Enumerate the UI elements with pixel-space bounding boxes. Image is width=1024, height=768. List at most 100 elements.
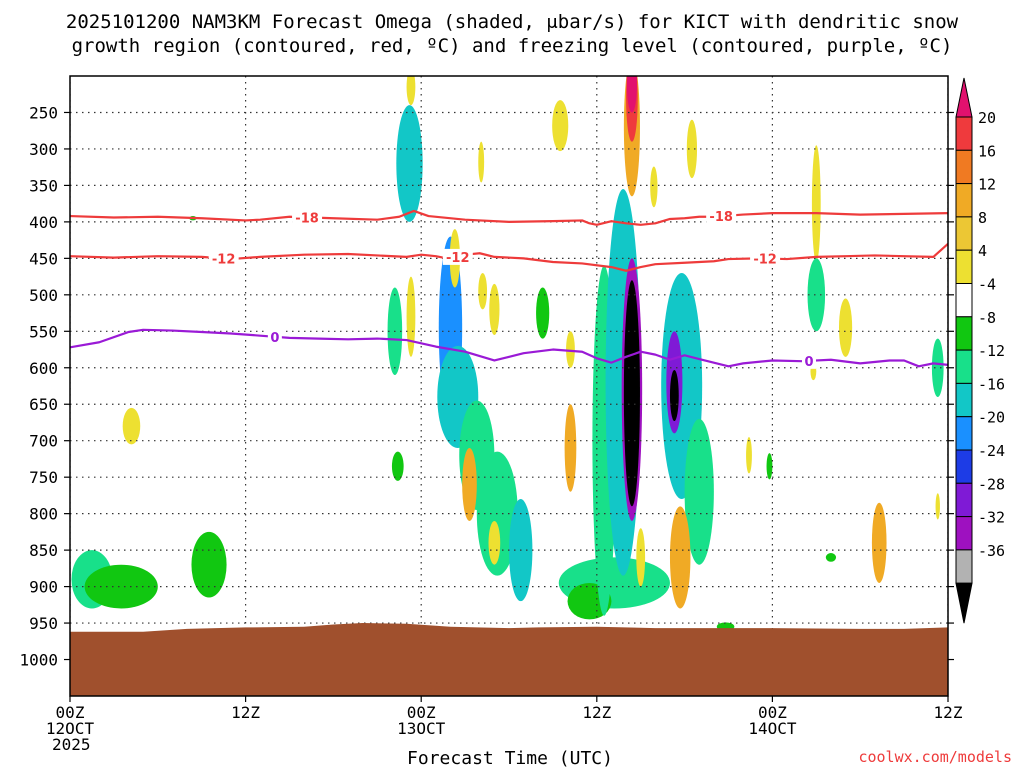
colorbar-segment-1	[955, 116, 973, 151]
x-axis-label: Forecast Time (UTC)	[407, 748, 613, 768]
omega-cell-21	[536, 287, 550, 339]
x-tick-label-0-3: 2025	[52, 735, 91, 754]
x-tick-label-12-1: 12Z	[231, 703, 260, 722]
x-tick-label-24-1: 00Z	[407, 703, 436, 722]
colorbar-label-5: -4	[978, 276, 996, 294]
colorbar-label-6: -8	[978, 309, 996, 327]
colorbar-segment-10	[955, 416, 973, 451]
omega-cell-8	[391, 451, 404, 481]
plot-frame	[69, 75, 949, 697]
omega-cell-49	[825, 553, 837, 562]
y-tick-label-600: 600	[29, 359, 58, 378]
omega-cell-18	[478, 272, 488, 310]
colorbar-segment-7	[955, 316, 973, 351]
y-tick-label-650: 650	[29, 395, 58, 414]
omega-cell-48	[871, 502, 887, 583]
dgz-minus12-contour-label-bg-2	[750, 250, 781, 267]
dgz-minus18-contour-label-bg-1	[706, 208, 737, 225]
y-tick-label-1000: 1000	[19, 651, 58, 670]
colorbar-label-10: -24	[978, 442, 1005, 460]
omega-cell-16	[462, 448, 477, 521]
colorbar-label-9: -20	[978, 409, 1005, 427]
freezing-level-contour-label-bg-1	[801, 352, 816, 369]
y-tick-label-850: 850	[29, 541, 58, 560]
y-tick-label-400: 400	[29, 213, 58, 232]
colorbar-segment-4	[955, 216, 973, 251]
y-tick-label-900: 900	[29, 578, 58, 597]
omega-cell-24	[552, 100, 569, 152]
omega-cell-41	[686, 119, 698, 179]
omega-cell-39	[669, 506, 691, 609]
omega-cell-34	[650, 166, 658, 208]
y-tick-label-550: 550	[29, 322, 58, 341]
freezing-level-contour-label-bg-0	[267, 328, 282, 345]
omega-cell-19	[489, 283, 500, 335]
omega-cell-33	[626, 76, 638, 113]
colorbar-label-11: -28	[978, 475, 1005, 493]
omega-cell-4	[122, 407, 141, 445]
colorbar-segment-6	[955, 283, 973, 318]
dgz-minus18-contour-label-0: -18	[295, 211, 319, 226]
colorbar-label-3: 8	[978, 209, 987, 227]
y-tick-label-350: 350	[29, 176, 58, 195]
x-tick-label-0-1: 00Z	[56, 703, 85, 722]
y-tick-label-700: 700	[29, 432, 58, 451]
colorbar-segment-13	[955, 516, 973, 551]
omega-cell-43	[746, 437, 752, 474]
omega-cell-5	[396, 105, 423, 222]
freezing-level-contour-label-0: 0	[270, 331, 279, 346]
colorbar: 20 16 12 8 4 -4 -8 -12 -16 -20 -24 -28 -32 -36	[955, 77, 1005, 624]
chart-title-line-2: growth region (contoured, red, ºC) and f…	[72, 35, 953, 57]
x-tick-label-0-2: 12OCT	[46, 719, 95, 738]
y-tick-label-450: 450	[29, 249, 58, 268]
contour-layer: -18 -18 -12 -12 -12 0 0	[70, 208, 948, 370]
chart-title-line-1: 2025101200 NAM3KM Forecast Omega (shaded…	[66, 11, 959, 33]
dgz-minus12-contour-label-1: -12	[446, 251, 470, 266]
colorbar-segment-8	[955, 349, 973, 384]
dgz-minus12-contour-label-0: -12	[212, 253, 236, 268]
omega-cell-52	[766, 453, 773, 480]
colorbar-bottom-arrow	[955, 582, 973, 624]
omega-cell-47	[838, 298, 853, 357]
colorbar-segment-5	[955, 249, 973, 284]
terrain-layer	[70, 623, 948, 696]
omega-shading-layer	[71, 76, 944, 632]
omega-cell-22	[564, 404, 577, 492]
colorbar-segment-12	[955, 482, 973, 518]
x-tick-label-24-2: 13OCT	[397, 719, 446, 738]
dgz-minus12-contour-label-2: -12	[753, 253, 777, 268]
dgz-minus12-contour-line	[70, 242, 948, 272]
colorbar-label-12: -32	[978, 509, 1005, 527]
y-tick-label-950: 950	[29, 614, 58, 633]
freezing-level-contour-line	[70, 328, 948, 368]
omega-cell-50	[931, 338, 944, 397]
y-tick-label-800: 800	[29, 505, 58, 524]
omega-cell-9	[406, 276, 416, 357]
y-tick-label-250: 250	[29, 103, 58, 122]
omega-cell-44	[811, 145, 821, 262]
x-tick-label-60-1: 12Z	[934, 703, 963, 722]
y-tick-label-300: 300	[29, 140, 58, 159]
colorbar-segment-3	[955, 183, 973, 218]
x-tick-label-48-1: 00Z	[758, 703, 787, 722]
dgz-minus12-contour-label-bg-1	[442, 248, 473, 265]
colorbar-label-1: 16	[978, 142, 996, 160]
dgz-minus18-contour-line	[70, 209, 948, 226]
omega-cell-2	[84, 564, 158, 609]
colorbar-segment-11	[955, 449, 973, 484]
omega-cell-37	[669, 369, 679, 422]
dgz-minus12-contour-label-bg-0	[208, 250, 239, 267]
dgz-minus18-contour-label-bg-0	[292, 209, 323, 226]
omega-cell-17	[488, 520, 501, 565]
omega-cell-23	[566, 331, 575, 368]
y-tick-label-500: 500	[29, 286, 58, 305]
dgz-minus18-contour-label-1: -18	[709, 210, 733, 225]
freezing-level-contour-label-1: 0	[804, 355, 813, 370]
colorbar-label-7: -12	[978, 342, 1005, 360]
omega-cell-40	[636, 528, 646, 587]
omega-cell-6	[406, 76, 416, 106]
credit-text[interactable]: coolwx.com/models	[858, 748, 1012, 766]
colorbar-label-0: 20	[978, 109, 996, 127]
